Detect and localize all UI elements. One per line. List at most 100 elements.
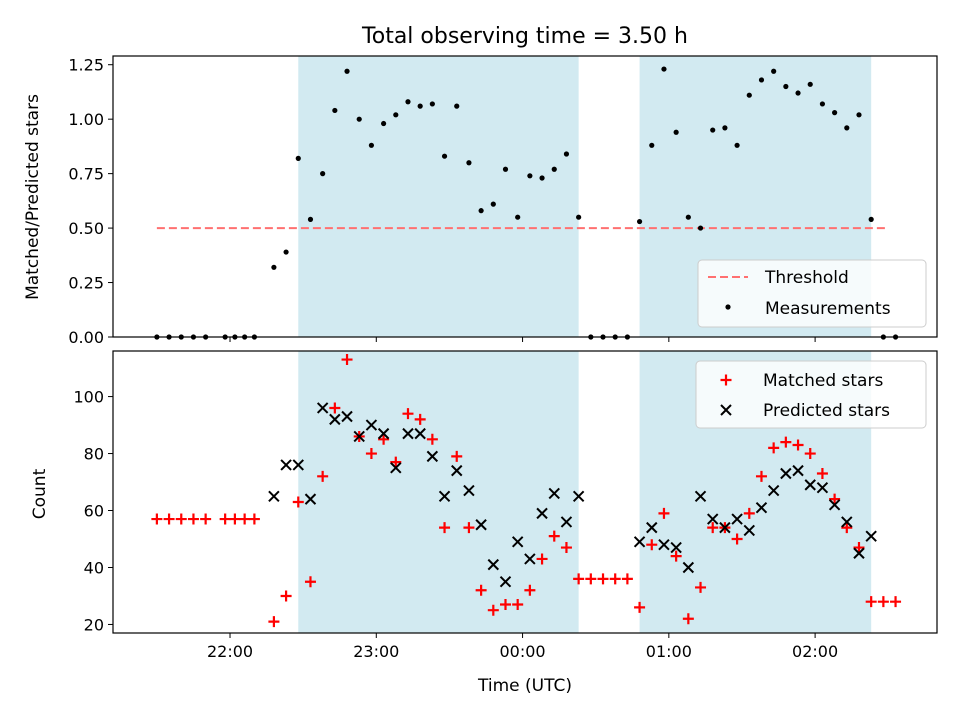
y-tick-label: 1.25 [68,56,104,75]
data-point [163,513,175,525]
data-point [292,459,304,471]
data-point [707,522,719,534]
data-point [402,427,414,440]
data-point [341,410,353,423]
bottom-legend: Matched stars Predicted stars [695,360,927,429]
data-point [451,450,463,462]
data-point [841,516,853,528]
data-point [539,175,545,181]
data-point [438,490,451,502]
data-point [670,541,682,554]
x-axis-label: Time (UTC) [477,676,572,696]
legend-box [697,259,927,328]
data-point [320,171,326,177]
data-point [341,354,353,366]
data-point [316,402,329,414]
data-point [646,539,658,551]
y-tick-label: 60 [84,502,104,521]
data-point [332,107,338,114]
data-point [853,547,865,559]
top-chart-title: Total observing time = 3.50 h [361,24,688,49]
data-point [304,493,317,505]
data-point [268,616,280,628]
data-point [819,101,826,107]
data-point [378,433,390,445]
data-point [414,427,426,440]
y-tick-label: 1.00 [68,110,104,129]
data-point [175,513,187,525]
data-point [463,484,475,497]
data-point [356,116,362,122]
data-point [365,419,378,431]
data-point [758,77,765,83]
data-point [426,450,439,463]
data-point [280,459,292,471]
y-tick-label: 0.75 [68,165,104,184]
data-point [551,166,557,172]
data-point [868,216,874,222]
data-point [478,208,484,214]
data-point [633,536,646,548]
data-point [804,479,816,491]
bottom-y-axis-label: Count [30,468,50,519]
data-point [832,110,838,116]
data-point [597,573,609,585]
data-point [390,456,402,468]
legend-measurements-swatch [725,304,731,310]
data-point [283,249,289,255]
legend-box [695,360,927,429]
data-point [536,507,548,520]
data-point [417,103,423,109]
data-point [451,464,463,477]
y-tick-label: 0.00 [68,328,104,347]
data-point [792,439,804,451]
data-point [792,464,804,477]
data-point [670,550,682,562]
data-point [439,522,451,534]
data-point [746,92,752,98]
data-point [804,448,816,460]
data-point [239,513,251,525]
data-point [767,484,780,497]
data-point [816,467,828,479]
data-point [682,613,694,625]
x-tick-label: 23:00 [353,642,399,661]
axes-frame [112,350,938,634]
data-point [783,83,789,90]
data-point [515,214,521,220]
data-point [636,218,643,225]
top-legend: Threshold Measurements [697,259,927,328]
data-point [475,584,487,596]
legend-matched-label: Matched stars [763,371,883,391]
data-point [755,470,767,482]
data-point [646,521,658,534]
data-point [441,153,448,159]
data-point [187,513,199,525]
data-point [368,142,375,148]
y-tick-label: 80 [84,445,104,464]
data-point [414,413,426,425]
data-point [576,214,582,220]
data-point [877,596,889,608]
data-point [695,581,707,593]
data-point [844,125,850,131]
data-point [865,530,877,542]
data-point [463,522,475,534]
data-point [585,573,597,585]
data-point [682,561,695,574]
data-point [828,499,841,511]
data-point [268,490,280,502]
data-point [329,413,341,426]
data-point [563,151,570,157]
data-point [720,404,732,416]
legend-measurements-label: Measurements [765,299,891,319]
data-point [502,166,509,172]
data-point [743,507,755,519]
y-tick-label: 20 [84,615,104,634]
data-point [353,430,365,443]
data-point [768,442,780,454]
data-point [219,513,231,525]
data-point [572,490,585,502]
data-point [621,573,633,585]
